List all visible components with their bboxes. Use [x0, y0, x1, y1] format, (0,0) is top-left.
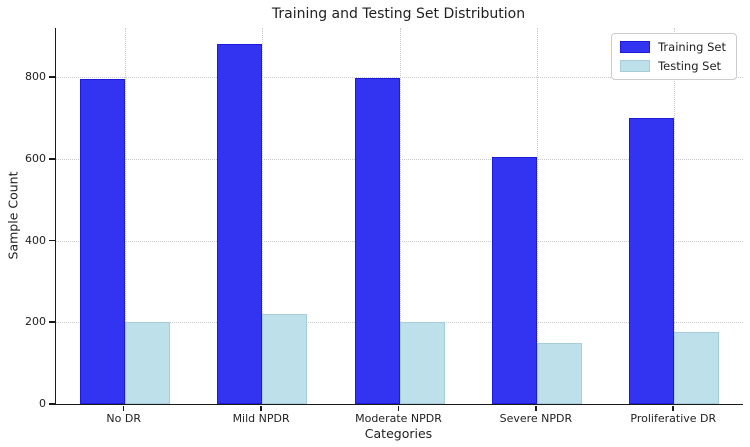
y-axis-label: Sample Count: [5, 171, 21, 260]
legend-swatch-training: [620, 41, 651, 53]
v-gridline-moderate-npdr: [399, 28, 401, 404]
y-tick-label-200: 200: [25, 315, 46, 329]
bar-training-set-severe-npdr: [491, 156, 537, 404]
y-tick-label-600: 600: [25, 151, 46, 165]
y-tick-mark-0: [49, 403, 55, 405]
bar-testing-set-no-dr: [124, 322, 170, 404]
y-tick-mark-400: [49, 239, 55, 242]
bar-training-set-proliferative-dr: [629, 117, 675, 404]
x-tick-mark-moderate-npdr: [397, 406, 400, 411]
legend-swatch-testing: [620, 60, 651, 72]
legend-item-testing: Testing Set: [620, 59, 726, 73]
x-tick-label-no-dr: No DR: [106, 412, 141, 425]
x-tick-label-mild-npdr: Mild NPDR: [232, 412, 290, 425]
bar-testing-set-proliferative-dr: [674, 332, 720, 404]
v-gridline-no-dr: [124, 28, 126, 404]
x-tick-label-moderate-npdr: Moderate NPDR: [355, 412, 442, 425]
v-gridline-proliferative-dr: [674, 28, 676, 404]
v-gridline-severe-npdr: [536, 28, 538, 404]
plot-area: Training Set Testing Set: [55, 28, 743, 405]
bar-training-set-mild-npdr: [217, 44, 263, 404]
x-tick-mark-severe-npdr: [534, 406, 537, 411]
x-axis-label: Categories: [364, 426, 433, 441]
y-tick-label-400: 400: [25, 233, 46, 247]
v-gridline-mild-npdr: [262, 28, 264, 404]
chart-title: Training and Testing Set Distribution: [271, 6, 526, 22]
x-tick-label-severe-npdr: Severe NPDR: [499, 412, 573, 425]
y-tick-label-0: 0: [39, 397, 46, 410]
legend-label-training: Training Set: [658, 40, 726, 54]
bar-training-set-moderate-npdr: [354, 78, 400, 404]
bar-testing-set-moderate-npdr: [399, 322, 445, 404]
bar-testing-set-mild-npdr: [262, 314, 308, 404]
legend: Training Set Testing Set: [611, 33, 737, 80]
y-tick-mark-200: [49, 321, 55, 324]
h-gridline-800: [56, 77, 743, 79]
x-tick-label-proliferative-dr: Proliferative DR: [630, 412, 717, 425]
bar-testing-set-severe-npdr: [536, 342, 582, 404]
x-tick-mark-mild-npdr: [260, 406, 262, 411]
legend-label-testing: Testing Set: [658, 59, 722, 73]
legend-item-training: Training Set: [620, 40, 726, 54]
y-tick-label-800: 800: [25, 70, 46, 84]
h-gridline-600: [56, 158, 743, 160]
bar-training-set-no-dr: [79, 79, 125, 404]
x-tick-mark-no-dr: [122, 406, 125, 411]
y-tick-mark-800: [49, 76, 55, 78]
y-tick-mark-600: [49, 157, 55, 160]
x-tick-mark-proliferative-dr: [672, 406, 675, 411]
h-gridline-400: [56, 240, 743, 242]
